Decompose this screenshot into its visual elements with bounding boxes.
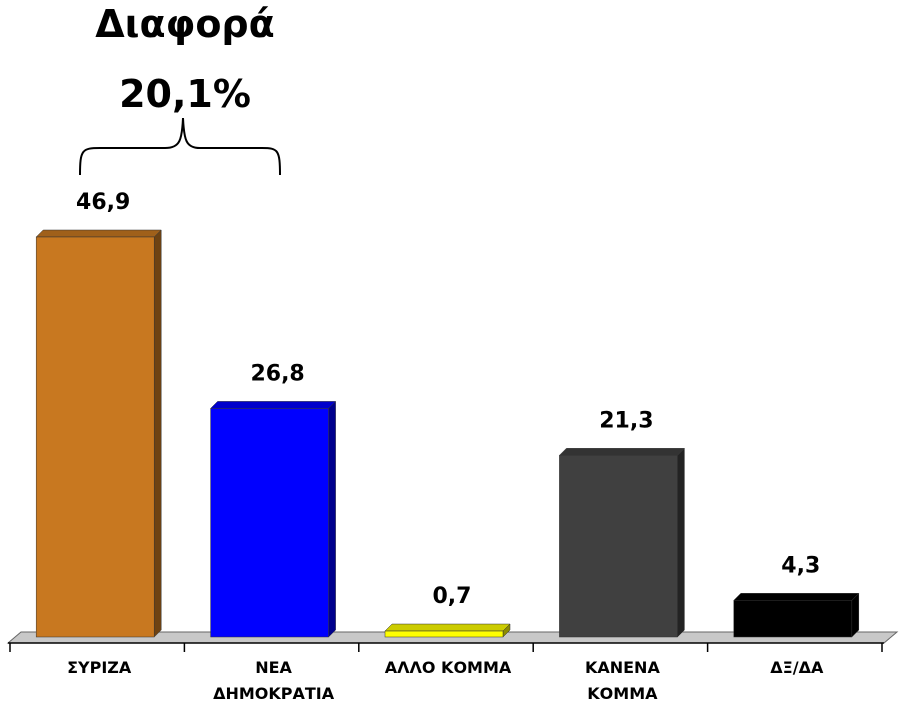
bar-side [328,400,336,638]
bar-side [677,447,685,638]
bar [210,408,329,638]
data-label: 46,9 [76,190,130,215]
bar-top [35,229,162,238]
bar [35,236,155,638]
data-label: 4,3 [781,553,820,578]
bar-top [558,448,686,456]
bar-top [209,401,337,409]
data-label: 26,8 [250,361,304,386]
x-tick-label: ΔΞ/ΔΑ [770,658,824,677]
data-label: 21,3 [599,408,653,433]
x-tick-label: ΚΑΝΕΝΑ ΚΟΜΜΑ [584,658,660,703]
annotation: Διαφορά [95,2,275,46]
annotation: 20,1% [119,72,251,116]
data-label: 0,7 [433,584,472,609]
bar [733,600,853,638]
bar-top [384,623,511,632]
brace [79,117,281,176]
bar [559,455,678,638]
x-tick-label: ΝΕΑ ΔΗΜΟΚΡΑΤΙΑ [213,658,335,703]
bar-top [733,593,860,601]
bar-side [153,229,162,638]
x-tick-label: ΑΛΛΟ ΚΟΜΜΑ [384,658,512,677]
bar-side [851,592,860,638]
bar [384,630,504,638]
x-tick-label: ΣΥΡΙΖΑ [67,658,132,677]
